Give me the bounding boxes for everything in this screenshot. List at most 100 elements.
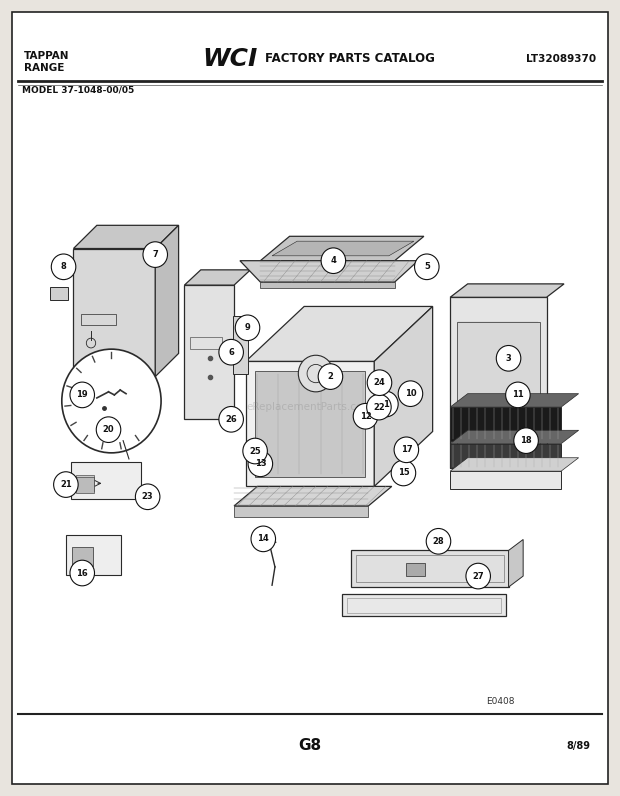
Text: 8/89: 8/89 bbox=[566, 741, 590, 751]
Bar bbox=[457, 322, 539, 456]
Bar bbox=[73, 548, 93, 566]
Text: TAPPAN: TAPPAN bbox=[24, 51, 69, 61]
Bar bbox=[76, 478, 94, 493]
Circle shape bbox=[219, 407, 244, 432]
Bar bbox=[81, 314, 116, 325]
Bar bbox=[347, 598, 501, 613]
Text: 1: 1 bbox=[383, 400, 389, 408]
Polygon shape bbox=[450, 297, 546, 468]
Text: E0408: E0408 bbox=[486, 697, 515, 707]
Text: 4: 4 bbox=[330, 256, 336, 265]
Text: 22: 22 bbox=[373, 403, 385, 412]
Bar bbox=[351, 551, 508, 587]
Text: 20: 20 bbox=[103, 425, 114, 434]
Bar bbox=[456, 454, 541, 465]
Text: WCI: WCI bbox=[202, 47, 258, 71]
Circle shape bbox=[219, 339, 244, 365]
Text: 18: 18 bbox=[520, 436, 532, 445]
Bar bbox=[190, 337, 223, 349]
Circle shape bbox=[298, 355, 334, 392]
Circle shape bbox=[398, 380, 423, 407]
Text: 24: 24 bbox=[374, 378, 386, 387]
Polygon shape bbox=[450, 394, 578, 407]
Circle shape bbox=[415, 254, 439, 279]
Circle shape bbox=[70, 382, 94, 408]
Circle shape bbox=[62, 349, 161, 453]
Circle shape bbox=[426, 529, 451, 554]
Circle shape bbox=[318, 364, 343, 389]
Polygon shape bbox=[240, 261, 418, 282]
Circle shape bbox=[514, 427, 538, 454]
Text: 26: 26 bbox=[225, 415, 237, 423]
Polygon shape bbox=[262, 537, 276, 543]
Bar bbox=[355, 556, 504, 582]
Circle shape bbox=[96, 417, 121, 443]
Circle shape bbox=[353, 404, 378, 429]
Text: 16: 16 bbox=[76, 568, 88, 578]
FancyBboxPatch shape bbox=[71, 462, 141, 498]
Text: 13: 13 bbox=[255, 459, 266, 468]
Bar bbox=[255, 370, 365, 478]
Polygon shape bbox=[450, 431, 578, 443]
Polygon shape bbox=[450, 471, 561, 490]
Polygon shape bbox=[450, 443, 561, 468]
FancyBboxPatch shape bbox=[12, 12, 608, 784]
Polygon shape bbox=[246, 361, 374, 486]
Polygon shape bbox=[246, 306, 433, 361]
Polygon shape bbox=[450, 284, 564, 297]
Text: 27: 27 bbox=[472, 572, 484, 580]
Polygon shape bbox=[450, 407, 561, 441]
Text: 25: 25 bbox=[249, 447, 261, 455]
FancyBboxPatch shape bbox=[66, 535, 122, 575]
Polygon shape bbox=[155, 225, 179, 377]
Text: 15: 15 bbox=[397, 469, 409, 478]
Text: 14: 14 bbox=[257, 534, 269, 544]
Text: 23: 23 bbox=[142, 492, 154, 501]
Polygon shape bbox=[450, 458, 578, 471]
Text: RANGE: RANGE bbox=[24, 63, 64, 73]
Text: 10: 10 bbox=[405, 389, 416, 398]
Text: 3: 3 bbox=[506, 353, 511, 363]
Polygon shape bbox=[374, 306, 433, 486]
Polygon shape bbox=[74, 225, 179, 248]
Circle shape bbox=[235, 315, 260, 341]
Text: G8: G8 bbox=[298, 739, 322, 754]
Circle shape bbox=[53, 472, 78, 498]
Polygon shape bbox=[508, 540, 523, 587]
Text: 11: 11 bbox=[512, 390, 524, 400]
Text: LT32089370: LT32089370 bbox=[526, 54, 596, 64]
Text: 28: 28 bbox=[433, 537, 445, 546]
Circle shape bbox=[466, 564, 490, 589]
Circle shape bbox=[374, 392, 398, 417]
Polygon shape bbox=[260, 282, 395, 288]
Text: 19: 19 bbox=[76, 390, 88, 400]
Text: 6: 6 bbox=[228, 348, 234, 357]
Bar bbox=[76, 475, 94, 490]
Polygon shape bbox=[184, 270, 250, 285]
Bar bbox=[74, 248, 155, 377]
Circle shape bbox=[135, 484, 160, 509]
Text: FACTORY PARTS CATALOG: FACTORY PARTS CATALOG bbox=[265, 53, 435, 65]
Circle shape bbox=[70, 560, 94, 586]
Bar bbox=[342, 595, 506, 616]
Polygon shape bbox=[272, 241, 414, 256]
Bar bbox=[406, 564, 425, 576]
Circle shape bbox=[143, 242, 167, 267]
Text: 9: 9 bbox=[245, 323, 250, 332]
Bar bbox=[233, 315, 247, 373]
Circle shape bbox=[248, 451, 273, 477]
Text: 17: 17 bbox=[401, 445, 412, 455]
Text: 8: 8 bbox=[61, 263, 66, 271]
Circle shape bbox=[366, 394, 391, 420]
Text: 21: 21 bbox=[60, 480, 72, 489]
Circle shape bbox=[506, 382, 530, 408]
Circle shape bbox=[243, 439, 267, 464]
Polygon shape bbox=[234, 486, 392, 506]
Bar bbox=[50, 287, 68, 300]
Circle shape bbox=[394, 437, 418, 462]
Text: 2: 2 bbox=[327, 372, 334, 381]
Text: 7: 7 bbox=[153, 250, 158, 259]
Text: MODEL 37-1048-00/05: MODEL 37-1048-00/05 bbox=[22, 85, 135, 95]
Circle shape bbox=[367, 370, 392, 396]
Polygon shape bbox=[234, 506, 368, 517]
